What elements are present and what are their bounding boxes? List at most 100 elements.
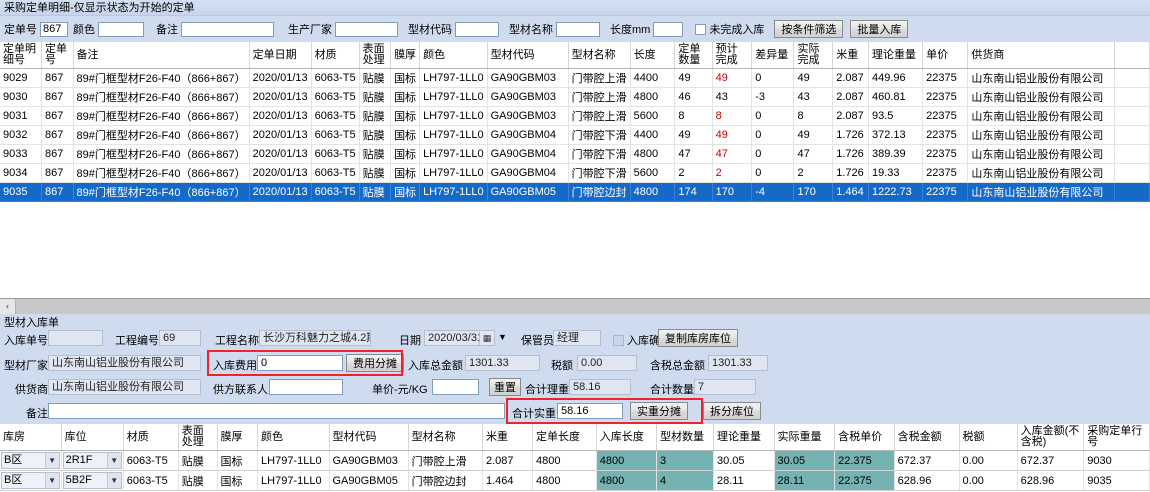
table-row[interactable]: 9032 867 89#门框型材F26-F40（866+867） 2020/01/13… [0, 125, 1150, 145]
order-cell-6-3[interactable]: 2020/01/13 [249, 182, 312, 202]
order-cell-5-16[interactable]: 19.33 [868, 163, 924, 183]
order-cell-3-9[interactable]: 门带腔下滑 [568, 125, 631, 145]
detail-cell-0-amount_no_tax[interactable]: 672.37 [1017, 450, 1085, 471]
order-col-2[interactable]: 备注 [73, 42, 250, 69]
order-cell-0-10[interactable]: 4400 [630, 68, 676, 88]
order-cell-4-15[interactable]: 1.726 [832, 144, 869, 164]
actual-share-button[interactable]: 实重分摊 [630, 402, 688, 420]
keeper-field[interactable]: 经理 [553, 330, 601, 346]
order-cell-3-2[interactable]: 89#门框型材F26-F40（866+867） [73, 125, 250, 145]
order-cell-5-7[interactable]: LH797-1LL0 [419, 163, 488, 183]
remark-input[interactable] [181, 21, 274, 37]
order-cell-6-19[interactable] [1114, 182, 1150, 202]
order-cell-1-6[interactable]: 国标 [390, 87, 421, 107]
order-col-14[interactable]: 实际完成 [793, 42, 834, 69]
detail-cell-1-meter_weight[interactable]: 1.464 [482, 470, 533, 491]
order-cell-0-17[interactable]: 22375 [922, 68, 969, 88]
detail-cell-1-tax[interactable]: 0.00 [959, 470, 1018, 491]
order-cell-0-3[interactable]: 2020/01/13 [249, 68, 312, 88]
order-cell-0-2[interactable]: 89#门框型材F26-F40（866+867） [73, 68, 250, 88]
reset-button[interactable]: 重置 [489, 378, 521, 396]
receipt-no-field[interactable] [48, 330, 103, 346]
order-cell-0-19[interactable] [1114, 68, 1150, 88]
order-cell-1-19[interactable] [1114, 87, 1150, 107]
detail-grid-container[interactable]: 库房 库位 材质 表面处理 膜厚 颜色 型材代码 型材名称 米重 定单长度 入库长度 型材数量 理论重量… [0, 424, 1150, 492]
form-remark-input[interactable] [48, 403, 505, 419]
chevron-down-icon[interactable]: ▼ [106, 473, 121, 488]
order-col-17[interactable]: 单价 [922, 42, 969, 69]
table-row[interactable]: 9031 867 89#门框型材F26-F40（866+867） 2020/01/13… [0, 106, 1150, 126]
filter-button[interactable]: 按条件筛选 [774, 20, 844, 38]
copy-location-button[interactable]: 复制库房库位 [658, 329, 738, 347]
order-cell-3-7[interactable]: LH797-1LL0 [419, 125, 488, 145]
date-dropdown-icon[interactable]: ▼ [498, 332, 507, 342]
order-cell-3-13[interactable]: 0 [751, 125, 795, 145]
order-cell-6-6[interactable]: 国标 [390, 182, 421, 202]
order-cell-0-16[interactable]: 449.96 [868, 68, 924, 88]
detail-cell-0-color[interactable]: LH797-1LL0 [257, 450, 330, 471]
order-cell-1-2[interactable]: 89#门框型材F26-F40（866+867） [73, 87, 250, 107]
order-col-9[interactable]: 型材名称 [568, 42, 631, 69]
order-cell-0-0[interactable]: 9029 [0, 68, 42, 88]
factory-input[interactable] [335, 21, 398, 37]
order-col-1[interactable]: 定单号 [41, 42, 74, 69]
detail-col-0[interactable]: 库房 [0, 424, 62, 451]
order-cell-2-19[interactable] [1114, 106, 1150, 126]
order-cell-2-0[interactable]: 9031 [0, 106, 42, 126]
order-cell-6-4[interactable]: 6063-T5 [311, 182, 360, 202]
order-cell-1-9[interactable]: 门带腔上滑 [568, 87, 631, 107]
order-cell-6-1[interactable]: 867 [41, 182, 74, 202]
detail-col-10[interactable]: 入库长度 [596, 424, 658, 451]
order-cell-4-16[interactable]: 389.39 [868, 144, 924, 164]
order-cell-4-2[interactable]: 89#门框型材F26-F40（866+867） [73, 144, 250, 164]
order-cell-2-18[interactable]: 山东南山铝业股份有限公司 [967, 106, 1115, 126]
order-cell-1-3[interactable]: 2020/01/13 [249, 87, 312, 107]
order-col-8[interactable]: 型材代码 [487, 42, 569, 69]
table-row[interactable]: 9029 867 89#门框型材F26-F40（866+867） 2020/01/13… [0, 68, 1150, 88]
order-col-10[interactable]: 长度 [630, 42, 676, 69]
unit-price-input[interactable] [432, 379, 479, 395]
total-amount-field[interactable]: 1301.33 [465, 355, 540, 371]
order-cell-1-0[interactable]: 9030 [0, 87, 42, 107]
table-row[interactable]: B区 ▼ 2R1F ▼ 6063-T5 贴膜 国标 LH797-1LL0 GA90GBM03 门带… [0, 450, 1150, 471]
order-cell-4-18[interactable]: 山东南山铝业股份有限公司 [967, 144, 1115, 164]
order-cell-5-19[interactable] [1114, 163, 1150, 183]
detail-cell-0-tax[interactable]: 0.00 [959, 450, 1018, 471]
detail-cell-1-thickness[interactable]: 国标 [217, 470, 259, 491]
detail-col-14[interactable]: 含税单价 [834, 424, 895, 451]
order-cell-1-10[interactable]: 4800 [630, 87, 676, 107]
project-no-field[interactable]: 69 [159, 330, 201, 346]
detail-cell-0-in_length[interactable]: 4800 [596, 450, 658, 471]
fee-share-button[interactable]: 费用分摊 [346, 354, 404, 372]
detail-cell-0-code[interactable]: GA90GBM03 [329, 450, 409, 471]
order-cell-6-8[interactable]: GA90GBM05 [487, 182, 569, 202]
total-theory-field[interactable]: 58.16 [569, 379, 631, 395]
order-cell-2-2[interactable]: 89#门框型材F26-F40（866+867） [73, 106, 250, 126]
manufacturer-field[interactable]: 山东南山铝业股份有限公司 [48, 355, 201, 371]
order-cell-3-12[interactable]: 49 [712, 125, 753, 145]
order-cell-3-10[interactable]: 4400 [630, 125, 676, 145]
detail-cell-1-actual_weight[interactable]: 28.11 [774, 470, 836, 491]
length-input[interactable] [653, 21, 684, 37]
order-cell-0-18[interactable]: 山东南山铝业股份有限公司 [967, 68, 1115, 88]
order-col-13[interactable]: 差异量 [751, 42, 795, 69]
detail-cell-1-amount_no_tax[interactable]: 628.96 [1017, 470, 1085, 491]
order-cell-3-4[interactable]: 6063-T5 [311, 125, 360, 145]
order-cell-3-16[interactable]: 372.13 [868, 125, 924, 145]
table-row[interactable]: 9035 867 89#门框型材F26-F40（866+867） 2020/01/13… [0, 182, 1150, 202]
order-cell-2-16[interactable]: 93.5 [868, 106, 924, 126]
date-field[interactable]: 2020/03/31 [424, 330, 493, 346]
order-cell-1-11[interactable]: 46 [674, 87, 713, 107]
order-cell-2-7[interactable]: LH797-1LL0 [419, 106, 488, 126]
detail-cell-1-surface[interactable]: 贴膜 [178, 470, 218, 491]
order-cell-1-5[interactable]: 贴膜 [359, 87, 392, 107]
order-cell-0-11[interactable]: 49 [674, 68, 713, 88]
detail-col-9[interactable]: 定单长度 [532, 424, 597, 451]
order-cell-2-13[interactable]: 0 [751, 106, 795, 126]
chevron-down-icon[interactable]: ▼ [44, 453, 59, 468]
table-row[interactable]: 9034 867 89#门框型材F26-F40（866+867） 2020/01/13… [0, 163, 1150, 183]
order-cell-5-17[interactable]: 22375 [922, 163, 969, 183]
color-input[interactable] [98, 21, 144, 37]
order-cell-1-8[interactable]: GA90GBM03 [487, 87, 569, 107]
order-cell-2-4[interactable]: 6063-T5 [311, 106, 360, 126]
